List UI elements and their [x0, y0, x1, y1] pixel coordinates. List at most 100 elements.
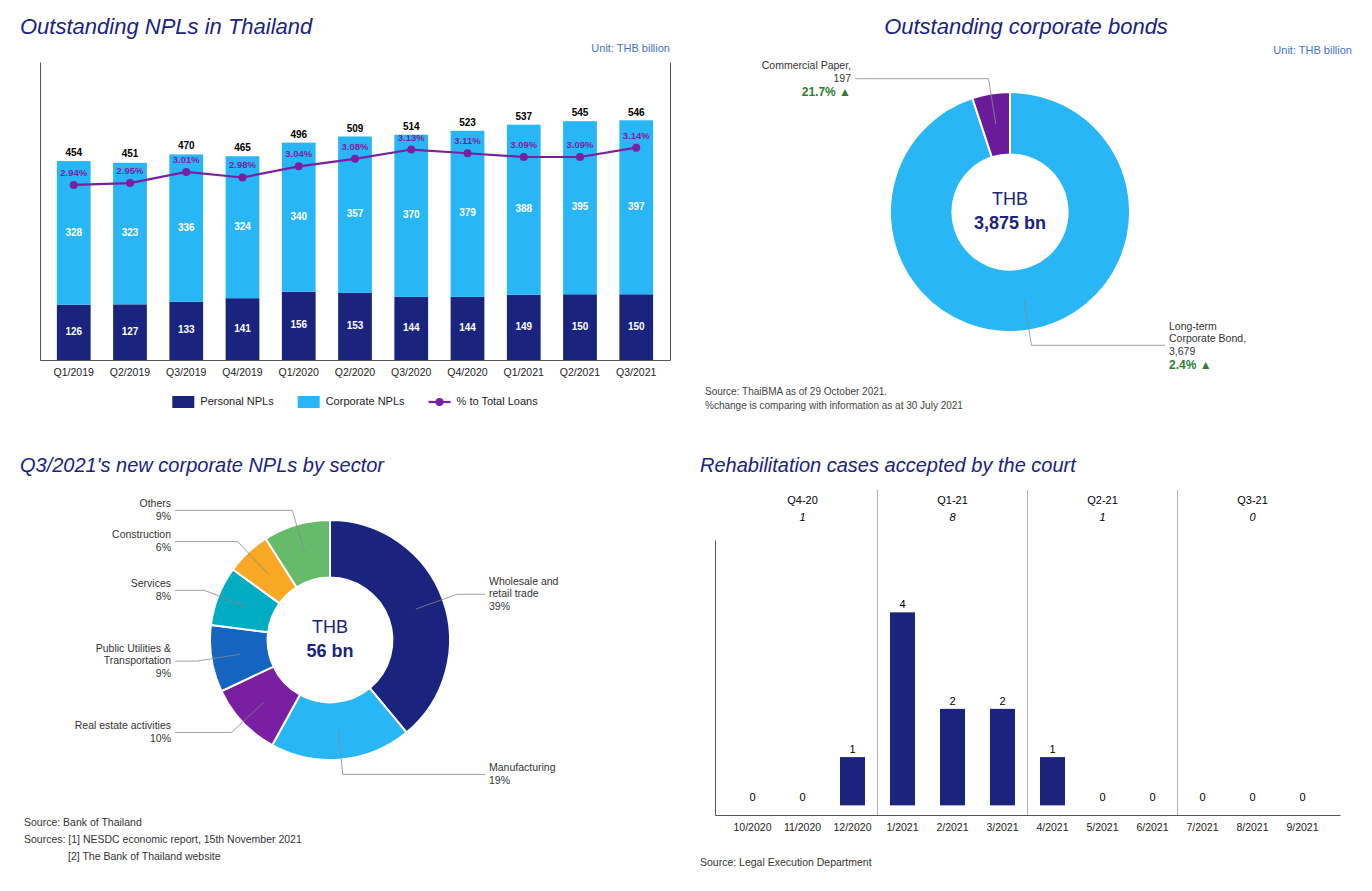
- data-label: 3.14%: [623, 130, 650, 141]
- data-label: 388: [515, 203, 532, 214]
- text-line: 3,679: [1169, 344, 1195, 356]
- line-marker: [407, 146, 415, 154]
- data-label: 370: [403, 209, 420, 220]
- leader-line: [1024, 300, 1165, 346]
- tick-label: 8/2021: [1236, 821, 1268, 833]
- tick: Q3/2019: [166, 360, 206, 378]
- source-note: Source: Bank of Thailand: [24, 816, 142, 828]
- center-label: THB: [992, 189, 1028, 209]
- bar: [563, 294, 597, 360]
- total-label: 454: [65, 147, 82, 158]
- axis-line: [41, 360, 671, 361]
- data-label: 0: [1099, 791, 1105, 803]
- tick: 6/2021: [1136, 815, 1168, 833]
- quarter-divider: [877, 490, 878, 815]
- data-label: 397: [628, 201, 645, 212]
- bar: [840, 757, 865, 805]
- bar: [507, 125, 541, 295]
- text-line: Services: [131, 577, 171, 589]
- line-marker: [632, 144, 640, 152]
- slice: [210, 625, 274, 691]
- quarter-label: Q2-21: [1087, 494, 1118, 506]
- bar: [57, 161, 91, 305]
- total-label: 545: [572, 107, 589, 118]
- text-line: Real estate activities: [75, 719, 171, 731]
- data-label: 379: [459, 207, 476, 218]
- quarter-value: 0: [1249, 511, 1256, 523]
- tick-label: 6/2021: [1136, 821, 1168, 833]
- bar: [113, 304, 147, 360]
- text-line: %change is comparing with information as…: [705, 400, 963, 411]
- quarter-label: Q1-21: [937, 494, 968, 506]
- bar: [790, 805, 815, 806]
- data-label: 324: [234, 221, 251, 232]
- leader-line: [175, 510, 305, 552]
- tick-label: Q3/2020: [391, 366, 431, 378]
- tick-label: 9/2021: [1286, 821, 1318, 833]
- data-label: 144: [403, 322, 420, 333]
- data-label: 0: [1299, 791, 1305, 803]
- y-axis: [40, 63, 41, 361]
- tick-label: 7/2021: [1186, 821, 1218, 833]
- data-label: 4: [899, 598, 905, 610]
- tick: Q4/2019: [222, 360, 262, 378]
- source-note: [2] The Bank of Thailand website: [68, 850, 221, 862]
- quarter-divider: [1177, 490, 1178, 815]
- data-label: 3.08%: [342, 141, 369, 152]
- data-label: 153: [347, 320, 364, 331]
- tick: Q1/2020: [279, 360, 319, 378]
- data-label: 3.13%: [398, 132, 425, 143]
- tick: 11/2020: [784, 815, 821, 833]
- bar: [563, 121, 597, 294]
- center-label: 56 bn: [306, 641, 353, 661]
- slice-labels: Wholesale andretail trade39%Manufacturin…: [75, 497, 559, 786]
- data-label: 357: [347, 208, 364, 219]
- slices: [210, 520, 450, 760]
- data-label: Others9%: [139, 497, 171, 522]
- source-note: Sources: [1] NESDC economic report, 15th…: [24, 833, 302, 845]
- data-label: 156: [290, 319, 307, 330]
- data-label: 150: [572, 321, 589, 332]
- text-line: 19%: [489, 773, 510, 785]
- data-label: Manufacturing19%: [489, 761, 556, 786]
- tick-label: Q1/2019: [54, 366, 94, 378]
- bar: [226, 298, 260, 360]
- bar: [1290, 805, 1315, 806]
- data-label: 0: [1249, 791, 1255, 803]
- slice-labels: Long-termCorporate Bond,3,6792.4% ▲Comme…: [762, 59, 1246, 372]
- text-line: Wholesale and: [489, 575, 559, 587]
- bar: [507, 295, 541, 360]
- bar: [1040, 757, 1065, 805]
- legend-swatch: [298, 396, 320, 408]
- tick: Q3/2021: [616, 360, 656, 378]
- tick-label: 1/2021: [886, 821, 918, 833]
- axis-line: [715, 541, 716, 816]
- y-axis: [715, 541, 716, 816]
- text-line: Construction: [112, 528, 171, 540]
- data-label: 0: [1199, 791, 1205, 803]
- tick: Q3/2020: [391, 360, 431, 378]
- data-label: 3.01%: [173, 154, 200, 165]
- legend-item: Personal NPLs: [172, 395, 274, 408]
- tick-label: 3/2021: [986, 821, 1018, 833]
- line-marker: [464, 149, 472, 157]
- quarter-divider: [1027, 490, 1028, 815]
- quarter-value: 8: [949, 511, 956, 523]
- data-label: 3.09%: [567, 139, 594, 150]
- data-label: 2: [999, 695, 1005, 707]
- tick: 9/2021: [1286, 815, 1318, 833]
- text-line: Others: [139, 497, 171, 509]
- chart-title: Outstanding corporate bonds: [884, 14, 1168, 39]
- tick-label: Q4/2020: [447, 366, 487, 378]
- bar: [1140, 805, 1165, 806]
- data-label: Services8%: [131, 577, 171, 602]
- bar: [740, 805, 765, 806]
- bar: [451, 297, 485, 360]
- leader-line: [339, 731, 485, 775]
- data-label: Commercial Paper,197: [762, 59, 851, 84]
- leader-line: [175, 702, 264, 732]
- x-axis: Q1/2019Q2/2019Q3/2019Q4/2019Q1/2020Q2/20…: [41, 360, 671, 378]
- legend-label: Personal NPLs: [200, 395, 274, 407]
- data-label: 328: [65, 227, 82, 238]
- data-label: 126: [65, 326, 82, 337]
